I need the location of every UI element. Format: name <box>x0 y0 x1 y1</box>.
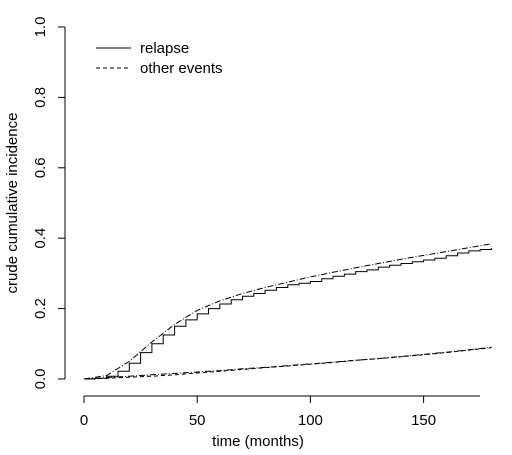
x-tick-label: 150 <box>411 412 436 429</box>
series-layer <box>83 243 492 380</box>
series-line-other-events-fitted <box>83 346 492 380</box>
x-axis-title: time (months) <box>212 433 304 450</box>
y-tick-label: 0.4 <box>32 228 49 249</box>
y-tick-label: 1.0 <box>32 17 49 38</box>
x-ticks: 0 50 100 150 <box>80 396 436 429</box>
y-axis-title: crude cumulative incidence <box>4 113 21 294</box>
y-tick-label: 0.0 <box>32 369 49 390</box>
x-tick-label: 50 <box>189 412 206 429</box>
legend: relapse other events <box>96 40 223 77</box>
x-tick-label: 100 <box>298 412 323 429</box>
legend-label-other-events: other events <box>140 60 223 77</box>
y-ticks: 0.0 0.2 0.4 0.6 0.8 1.0 <box>32 17 65 390</box>
series-line-relapse-fitted <box>83 243 492 380</box>
y-tick-label: 0.2 <box>32 298 49 319</box>
x-tick-label: 0 <box>80 412 88 429</box>
legend-label-relapse: relapse <box>140 40 189 57</box>
y-tick-label: 0.6 <box>32 157 49 178</box>
series-line-relapse <box>84 248 492 380</box>
series-line-other-events <box>83 347 492 380</box>
y-tick-label: 0.8 <box>32 87 49 108</box>
axes <box>64 27 480 397</box>
